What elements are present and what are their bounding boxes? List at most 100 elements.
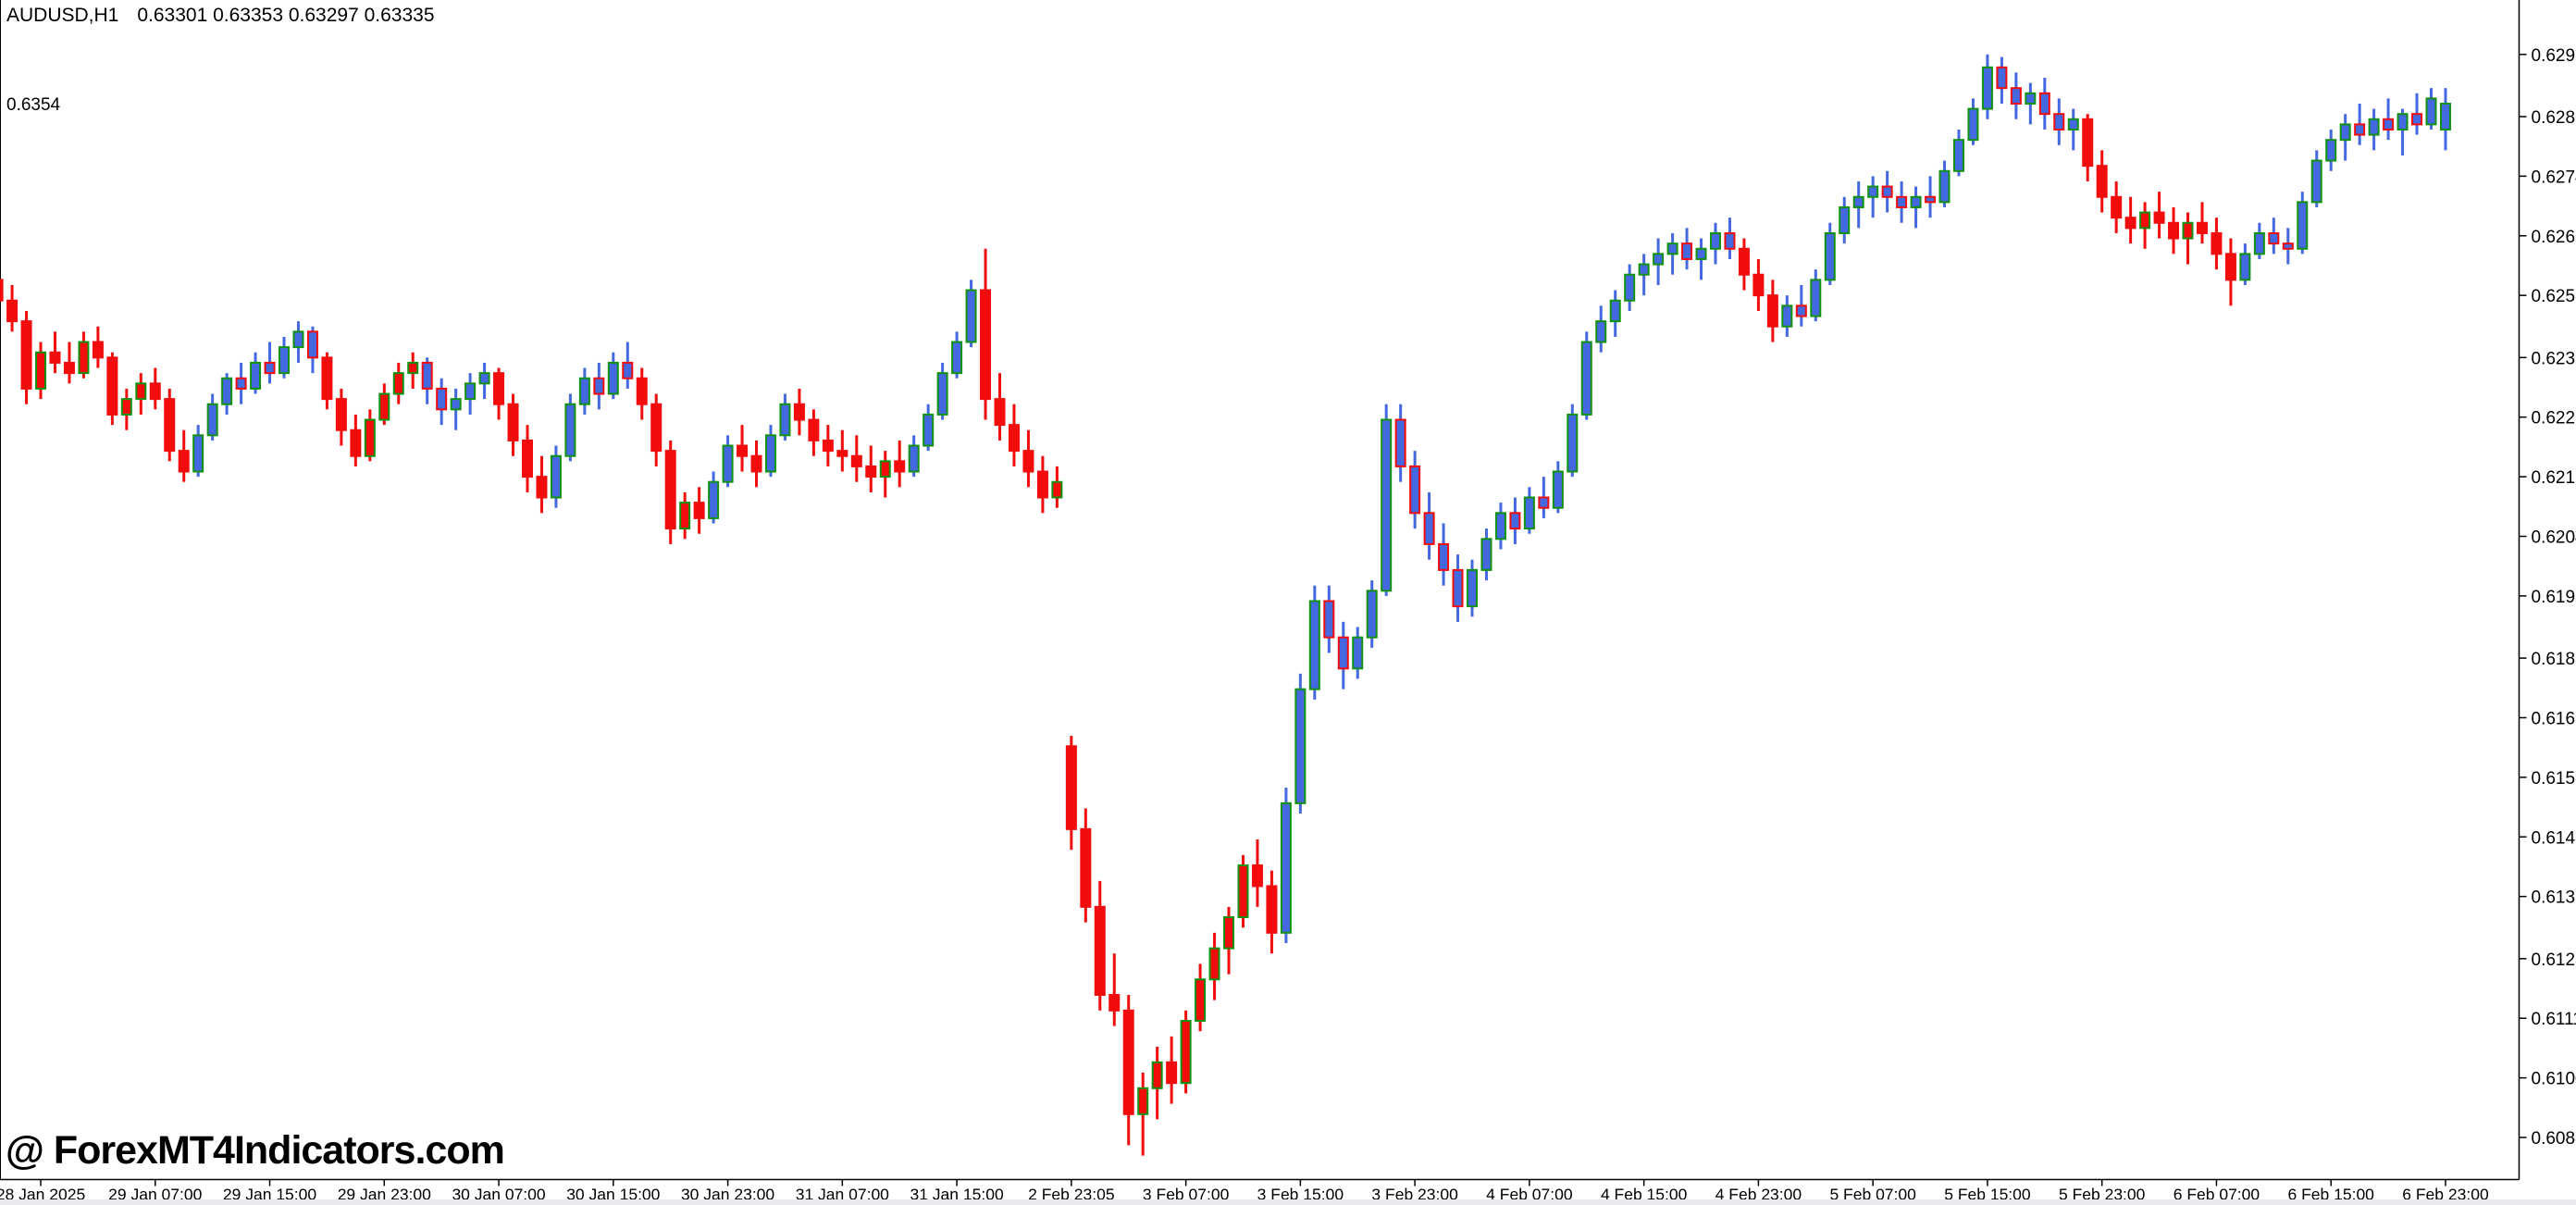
candle-body	[1910, 195, 1922, 208]
candle-body	[693, 502, 705, 519]
candle-body	[1438, 542, 1450, 571]
candle-body	[994, 398, 1006, 427]
candle-body	[2282, 242, 2294, 250]
candle-body	[421, 361, 433, 390]
candle-body	[2153, 211, 2165, 224]
candle-body	[664, 450, 676, 530]
candle-body	[1967, 107, 1979, 142]
candle-body	[1580, 341, 1592, 416]
candle-body	[636, 377, 648, 405]
ohlc-values: 0.63301 0.63353 0.63297 0.63335	[137, 5, 435, 26]
candle-body	[2439, 102, 2451, 130]
candle-body	[750, 454, 762, 473]
candle-body	[722, 444, 734, 483]
candle-body	[1952, 139, 1964, 172]
candle-body	[2297, 201, 2309, 250]
candle-body	[1896, 195, 1908, 208]
candle-body	[49, 351, 61, 364]
candle-body	[1008, 424, 1020, 453]
candle-body	[1852, 195, 1864, 208]
price-axis-label: 0.62740	[2532, 168, 2576, 187]
candle-body	[923, 413, 935, 447]
candle-body	[2124, 217, 2136, 230]
candle-body	[2196, 221, 2208, 234]
candle-body	[321, 356, 333, 401]
candle-body	[1223, 916, 1235, 950]
candle-body	[2096, 165, 2108, 198]
time-axis-label: 5 Feb 15:00	[1944, 1186, 2031, 1204]
price-axis-label: 0.62160	[2532, 468, 2576, 488]
candle-body	[92, 341, 104, 359]
candle-body	[279, 346, 290, 375]
candle-body	[708, 480, 720, 519]
time-axis-label: 29 Jan 23:00	[338, 1186, 431, 1204]
candle-body	[622, 361, 634, 379]
candle-body	[1151, 1061, 1163, 1089]
candle-body	[378, 392, 390, 421]
candle-body	[1710, 231, 1721, 250]
candle-body	[1065, 745, 1077, 830]
candle-body	[1666, 242, 1678, 255]
candle-body	[1810, 279, 1822, 317]
candle-body	[1766, 294, 1778, 328]
candle-body	[1653, 253, 1665, 266]
time-axis-label: 5 Feb 07:00	[1829, 1186, 1916, 1204]
candle-body	[1323, 600, 1335, 639]
price-axis-label: 0.62625	[2532, 228, 2576, 247]
candle-body	[2139, 211, 2151, 230]
candle-body	[2253, 231, 2265, 255]
candle-body	[335, 398, 347, 431]
candle-body	[2082, 118, 2094, 168]
candle-body	[1452, 568, 1464, 608]
candle-body	[1080, 827, 1092, 908]
candle-body	[779, 403, 791, 437]
candle-body	[1409, 465, 1421, 515]
candle-body	[1480, 538, 1492, 571]
candle-body	[6, 299, 19, 323]
candle-body	[1022, 450, 1034, 473]
candle-body	[206, 403, 218, 437]
time-axis-label: 31 Jan 15:00	[910, 1186, 1003, 1204]
time-axis-label: 3 Feb 15:00	[1257, 1186, 1344, 1204]
candle-body	[650, 403, 663, 453]
candle-body	[2182, 221, 2194, 240]
candle-body	[178, 450, 190, 473]
candle-body	[1381, 418, 1393, 592]
candle-body	[1824, 231, 1836, 281]
candle-body	[1552, 470, 1564, 509]
candle-body	[221, 377, 233, 405]
candle-body	[450, 398, 462, 411]
candle-body	[1266, 885, 1278, 934]
symbol-timeframe-label: AUDUSD,H1	[6, 5, 119, 26]
price-axis-label: 0.61350	[2532, 888, 2576, 908]
candle-body	[2038, 92, 2050, 116]
candle-body	[521, 439, 533, 478]
candle-body	[1996, 66, 2008, 90]
candle-body	[436, 387, 448, 411]
candle-body	[865, 465, 877, 478]
candle-body	[292, 330, 304, 349]
candle-body	[135, 382, 147, 401]
candle-body	[1609, 299, 1621, 323]
candle-body	[1638, 263, 1650, 276]
candle-body	[120, 398, 132, 416]
candle-body	[564, 403, 576, 457]
candle-body	[822, 439, 834, 453]
candle-body	[2224, 253, 2236, 281]
candle-wick	[2401, 108, 2405, 155]
time-axis-label: 30 Jan 07:00	[452, 1186, 545, 1204]
candle-body	[164, 398, 176, 453]
price-axis-label: 0.62275	[2532, 409, 2576, 429]
candle-body	[1494, 512, 1506, 540]
candle-body	[1352, 636, 1364, 670]
candle-body	[2383, 118, 2395, 130]
candle-body	[364, 418, 376, 457]
time-axis-label: 3 Feb 23:00	[1371, 1186, 1458, 1204]
candle-body	[478, 372, 490, 385]
candle-body	[2354, 123, 2366, 136]
candle-body	[20, 320, 32, 390]
price-axis-label: 0.61930	[2532, 588, 2576, 607]
candle-body	[235, 377, 247, 390]
candle-body	[679, 502, 691, 530]
